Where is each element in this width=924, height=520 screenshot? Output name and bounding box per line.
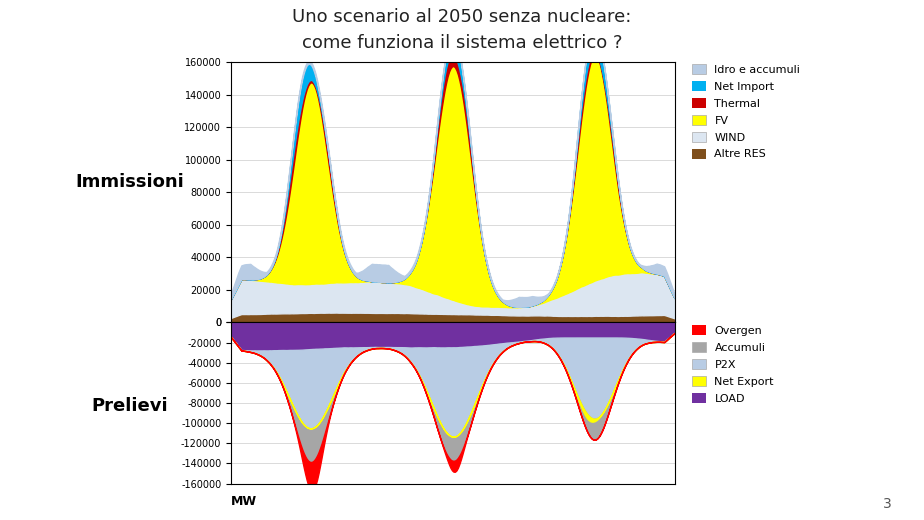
Text: Uno scenario al 2050 senza nucleare:: Uno scenario al 2050 senza nucleare: [292, 8, 632, 26]
Legend: Idro e accumuli, Net Import, Thermal, FV, WIND, Altre RES: Idro e accumuli, Net Import, Thermal, FV… [687, 60, 805, 164]
Text: 3: 3 [883, 497, 892, 511]
Text: MW: MW [231, 495, 257, 509]
Legend: Overgen, Accumuli, P2X, Net Export, LOAD: Overgen, Accumuli, P2X, Net Export, LOAD [687, 321, 778, 408]
Text: Prelievi: Prelievi [91, 397, 167, 414]
Text: come funziona il sistema elettrico ?: come funziona il sistema elettrico ? [302, 34, 622, 52]
Text: Immissioni: Immissioni [75, 173, 184, 191]
